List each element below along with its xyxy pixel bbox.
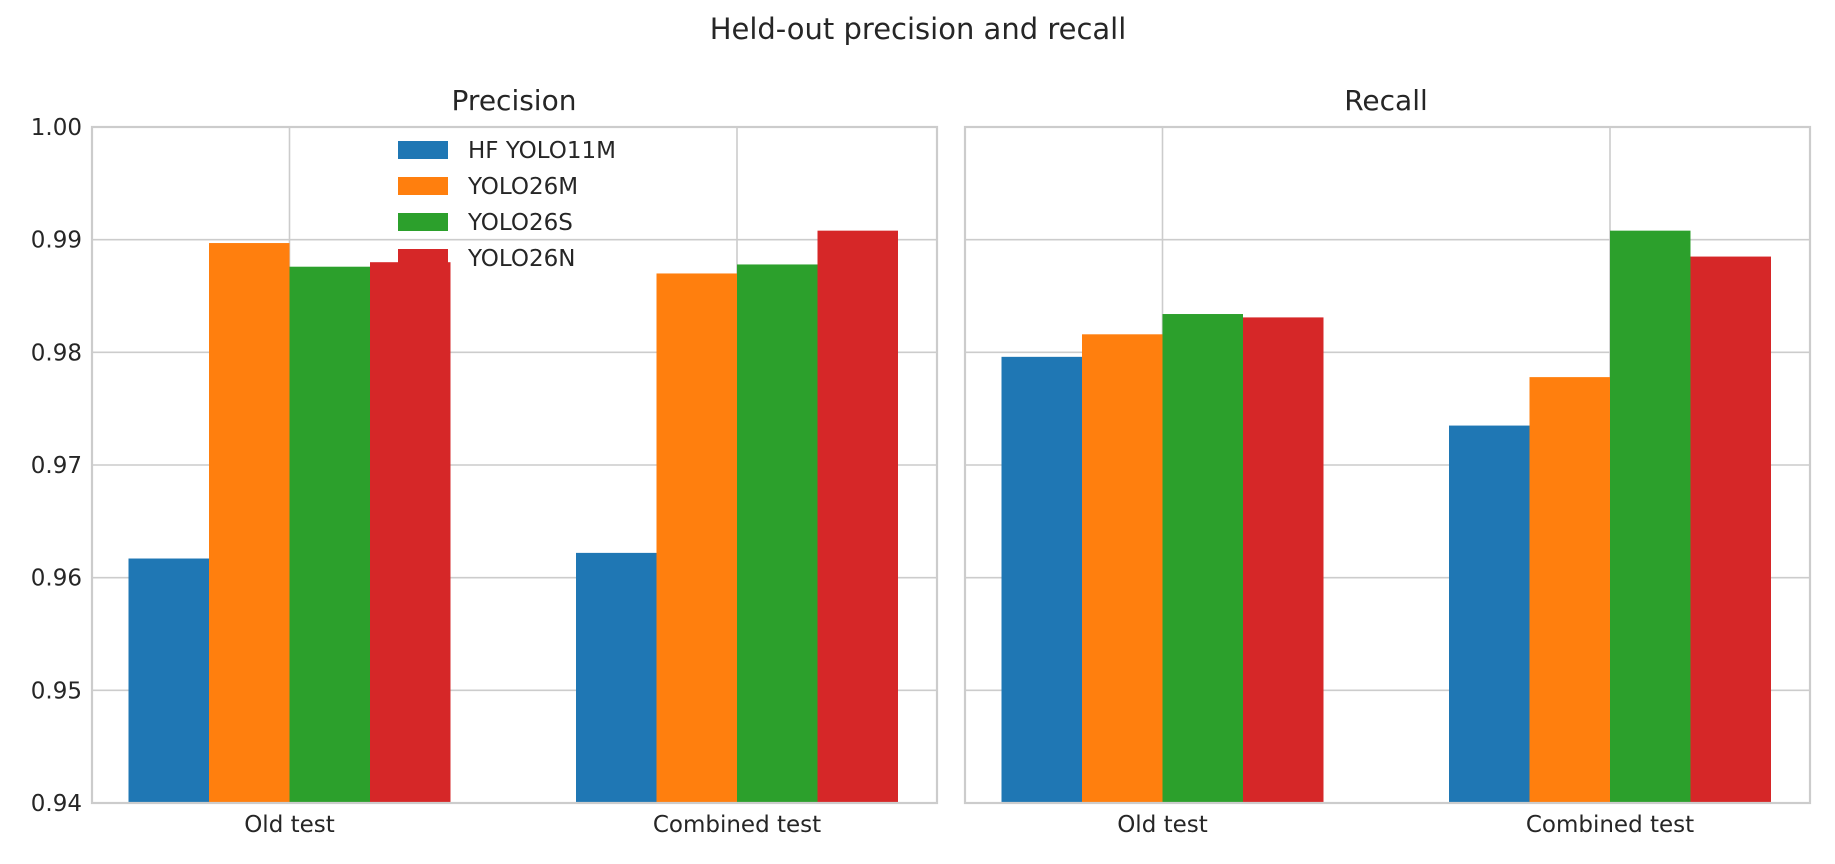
recall-bar-yolo26n-0 xyxy=(1243,317,1324,803)
precision-bars xyxy=(128,230,898,804)
legend-label: YOLO26N xyxy=(467,246,575,272)
legend-label: YOLO26S xyxy=(467,210,573,236)
recall-bar-yolo26s-1 xyxy=(1610,230,1691,804)
y-tick-label: 0.94 xyxy=(31,791,82,817)
precision-y-tick-labels: 0.94 0.95 0.96 0.97 0.98 0.99 1.00 xyxy=(31,115,82,817)
figure-title: Held-out precision and recall xyxy=(710,12,1127,46)
recall-x-tick-labels: Old test Combined test xyxy=(1117,812,1694,838)
precision-bar-yolo26n-1 xyxy=(817,230,898,804)
legend-label: HF YOLO11M xyxy=(468,138,616,164)
legend-swatch xyxy=(398,249,448,267)
y-tick-label: 0.97 xyxy=(31,453,82,479)
recall-x-tick-label: Old test xyxy=(1117,812,1208,838)
precision-panel: Precision 0.94 0.95 0.96 0.97 0.98 0.99 1.00 O… xyxy=(31,84,939,838)
precision-bar-yolo26n-0 xyxy=(370,262,451,803)
recall-x-tick-label: Combined test xyxy=(1526,812,1694,838)
legend-swatch xyxy=(398,213,448,231)
recall-bar-yolo26s-0 xyxy=(1162,314,1243,803)
precision-bar-yolo26s-1 xyxy=(737,264,818,803)
legend-swatch xyxy=(398,141,448,159)
recall-panel: Recall Old test Combined test xyxy=(963,84,1812,838)
precision-panel-title: Precision xyxy=(452,84,577,117)
precision-x-tick-label: Old test xyxy=(244,812,335,838)
y-tick-label: 0.96 xyxy=(31,566,82,592)
y-tick-label: 1.00 xyxy=(31,115,82,141)
y-tick-label: 0.99 xyxy=(31,228,82,254)
precision-plot-frame xyxy=(90,125,939,805)
precision-bar-hf-yolo11m-1 xyxy=(576,552,657,803)
legend-swatch xyxy=(398,177,448,195)
recall-bar-yolo26m-1 xyxy=(1529,377,1610,803)
precision-bar-yolo26m-1 xyxy=(656,273,737,803)
precision-bar-yolo26m-0 xyxy=(209,243,290,804)
recall-bars xyxy=(1001,230,1771,804)
precision-x-tick-labels: Old test Combined test xyxy=(244,812,821,838)
precision-bar-yolo26s-0 xyxy=(289,266,370,803)
recall-bar-hf-yolo11m-0 xyxy=(1001,356,1082,803)
precision-x-tick-label: Combined test xyxy=(653,812,821,838)
recall-panel-title: Recall xyxy=(1344,84,1428,117)
recall-bar-hf-yolo11m-1 xyxy=(1449,425,1530,803)
precision-bar-hf-yolo11m-0 xyxy=(128,558,209,803)
legend: HF YOLO11M YOLO26M YOLO26S YOLO26N xyxy=(398,138,616,272)
y-tick-label: 0.95 xyxy=(31,678,82,704)
y-tick-label: 0.98 xyxy=(31,340,82,366)
recall-bar-yolo26n-1 xyxy=(1690,256,1771,804)
legend-label: YOLO26M xyxy=(467,174,578,200)
recall-bar-yolo26m-0 xyxy=(1082,334,1163,803)
recall-plot-frame xyxy=(963,125,1812,805)
